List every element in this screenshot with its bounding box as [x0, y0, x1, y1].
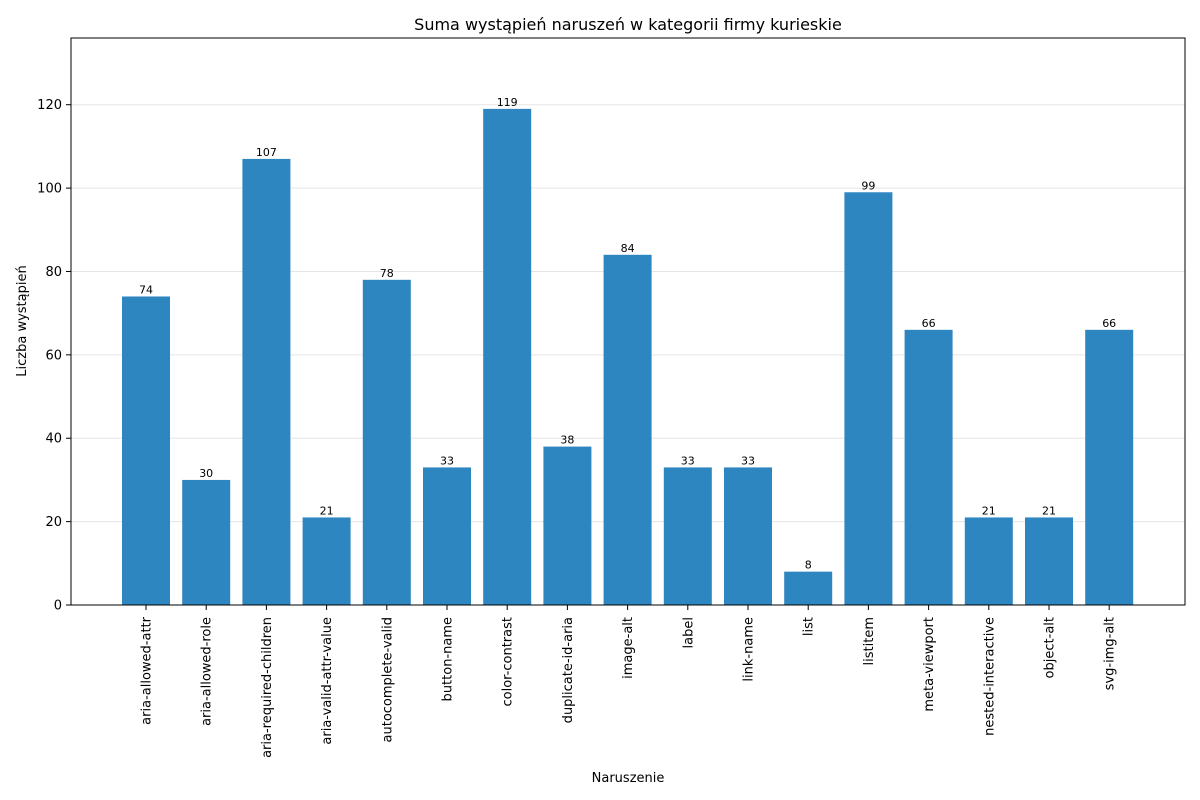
y-tick-label: 0: [54, 599, 62, 614]
bar: [543, 446, 592, 605]
bar: [182, 479, 231, 605]
bars: [122, 108, 1134, 605]
data-label: 8: [805, 559, 812, 572]
y-tick-label: 40: [45, 432, 62, 447]
x-tick-label: svg-img-alt: [1103, 617, 1118, 690]
bar: [904, 329, 953, 605]
y-axis: 0 20 40 60 80 100 120: [37, 98, 71, 614]
x-tick-label: aria-allowed-role: [200, 617, 215, 726]
x-tick-label: color-contrast: [501, 617, 516, 707]
data-label: 84: [621, 242, 635, 255]
bar: [242, 158, 291, 605]
x-tick-label: link-name: [742, 617, 757, 682]
data-label: 66: [922, 317, 936, 330]
x-axis: aria-allowed-attr aria-allowed-role aria-r…: [140, 605, 1118, 758]
bar: [302, 517, 351, 605]
y-tick-label: 60: [45, 348, 62, 363]
bar: [483, 108, 532, 605]
bar: [844, 192, 893, 605]
chart-title: Suma wystąpień naruszeń w kategorii firm…: [414, 15, 842, 34]
y-tick-label: 120: [37, 98, 62, 113]
y-axis-label: Liczba wystąpień: [15, 265, 30, 376]
x-axis-label: Naruszenie: [592, 771, 665, 786]
x-tick-label: button-name: [441, 617, 456, 701]
x-tick-label: autocomplete-valid: [380, 617, 395, 742]
bar: [663, 467, 712, 605]
x-tick-label: label: [681, 617, 696, 648]
x-tick-label: nested-interactive: [982, 617, 997, 736]
x-tick-label: duplicate-id-aria: [561, 617, 576, 723]
bar: [1025, 517, 1073, 605]
bar: [362, 279, 411, 605]
x-tick-label: meta-viewport: [922, 617, 937, 712]
x-tick-label: aria-required-children: [260, 617, 275, 758]
data-label: 33: [741, 454, 755, 467]
x-tick-label: image-alt: [621, 617, 636, 679]
bar: [1085, 329, 1134, 605]
bar: [423, 467, 471, 605]
data-label: 74: [139, 283, 153, 296]
bar: [964, 517, 1013, 605]
data-labels: 74 30 107 21 78 33 119 38 84 33 33 8 99 66 21 21 66: [139, 96, 1116, 572]
data-label: 99: [861, 179, 875, 192]
y-tick-label: 80: [45, 265, 62, 280]
bar: [724, 467, 772, 605]
data-label: 66: [1102, 317, 1116, 330]
x-tick-label: list: [802, 617, 817, 636]
data-label: 78: [380, 267, 394, 280]
x-tick-label: aria-valid-attr-value: [320, 617, 335, 745]
data-label: 30: [199, 467, 213, 480]
data-label: 21: [982, 504, 996, 517]
data-label: 33: [440, 454, 454, 467]
y-tick-label: 100: [37, 182, 62, 197]
bar: [603, 254, 652, 605]
x-tick-label: listitem: [862, 617, 877, 665]
bar: [784, 571, 833, 605]
y-tick-label: 20: [45, 515, 62, 530]
data-label: 107: [256, 146, 277, 159]
x-tick-label: aria-allowed-attr: [140, 616, 155, 724]
data-label: 38: [560, 434, 574, 447]
data-label: 33: [681, 454, 695, 467]
data-label: 119: [497, 96, 518, 109]
bar: [122, 296, 170, 605]
data-label: 21: [1042, 504, 1056, 517]
x-tick-label: object-alt: [1043, 617, 1058, 678]
data-label: 21: [320, 504, 334, 517]
